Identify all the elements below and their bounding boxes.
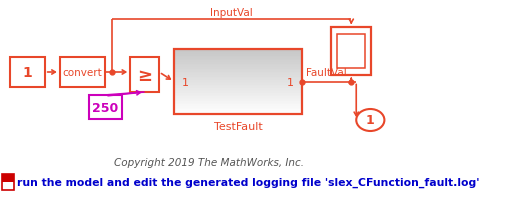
Bar bbox=[174, 100, 302, 102]
Text: 1: 1 bbox=[366, 114, 375, 127]
Text: 1: 1 bbox=[22, 66, 32, 80]
Text: FaultVal: FaultVal bbox=[306, 67, 346, 77]
Bar bbox=[174, 111, 302, 113]
Bar bbox=[174, 113, 302, 115]
Bar bbox=[174, 71, 302, 73]
Text: run the model and edit the generated logging file 'slex_CFunction_fault.log': run the model and edit the generated log… bbox=[17, 177, 479, 187]
Bar bbox=[174, 61, 302, 63]
Bar bbox=[89, 96, 122, 119]
Bar bbox=[331, 28, 371, 76]
Bar bbox=[174, 69, 302, 71]
Bar bbox=[174, 63, 302, 65]
Bar bbox=[174, 103, 302, 105]
Bar bbox=[174, 93, 302, 96]
Bar bbox=[174, 85, 302, 87]
Bar bbox=[174, 84, 302, 86]
Bar bbox=[130, 58, 159, 93]
Bar bbox=[337, 35, 365, 69]
Bar bbox=[174, 79, 302, 81]
Bar bbox=[174, 51, 302, 54]
Bar bbox=[174, 67, 302, 70]
Bar bbox=[174, 77, 302, 79]
Bar bbox=[174, 56, 302, 58]
Text: 250: 250 bbox=[92, 101, 118, 114]
Bar bbox=[174, 58, 302, 60]
Bar bbox=[174, 92, 302, 94]
Bar bbox=[174, 50, 302, 52]
Bar bbox=[10, 58, 45, 87]
Bar bbox=[174, 90, 302, 92]
Bar bbox=[174, 108, 302, 110]
Bar bbox=[174, 50, 302, 115]
Bar bbox=[174, 59, 302, 62]
Bar bbox=[60, 58, 105, 87]
Bar bbox=[174, 72, 302, 75]
Bar bbox=[174, 98, 302, 100]
Text: 1: 1 bbox=[287, 77, 294, 87]
Bar bbox=[174, 66, 302, 68]
Bar bbox=[174, 88, 302, 91]
Bar bbox=[174, 55, 302, 57]
Bar bbox=[174, 80, 302, 83]
Bar bbox=[174, 53, 302, 55]
Bar bbox=[174, 64, 302, 66]
Bar bbox=[174, 101, 302, 104]
Bar bbox=[174, 106, 302, 108]
Text: InputVal: InputVal bbox=[210, 8, 253, 18]
Bar bbox=[174, 97, 302, 99]
Bar bbox=[174, 87, 302, 89]
Text: TestFault: TestFault bbox=[214, 121, 263, 131]
Text: convert: convert bbox=[63, 68, 103, 78]
Text: Copyright 2019 The MathWorks, Inc.: Copyright 2019 The MathWorks, Inc. bbox=[114, 157, 304, 167]
Bar bbox=[174, 109, 302, 112]
Bar bbox=[3, 174, 14, 182]
Bar bbox=[174, 74, 302, 76]
Bar bbox=[174, 105, 302, 107]
Bar bbox=[174, 76, 302, 78]
Ellipse shape bbox=[356, 109, 384, 131]
Bar bbox=[3, 174, 14, 190]
Bar bbox=[174, 95, 302, 97]
Text: ≥: ≥ bbox=[137, 66, 152, 84]
Bar bbox=[174, 82, 302, 84]
Text: 1: 1 bbox=[182, 77, 189, 87]
